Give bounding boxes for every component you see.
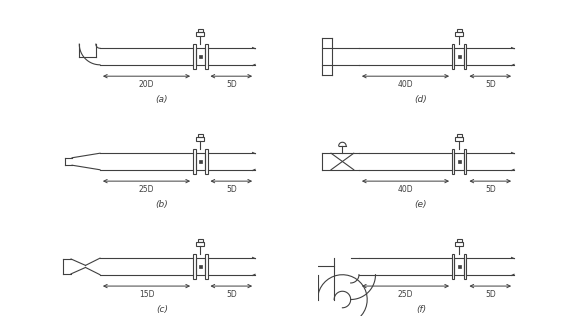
Text: 40D: 40D bbox=[398, 80, 413, 89]
Text: 5D: 5D bbox=[485, 185, 496, 194]
Bar bbox=[195, 153, 205, 170]
Bar bbox=[455, 153, 464, 170]
Text: 25D: 25D bbox=[139, 185, 154, 194]
Bar bbox=[195, 258, 205, 275]
Text: (a): (a) bbox=[156, 95, 168, 104]
Bar bbox=[199, 160, 202, 163]
Bar bbox=[198, 134, 202, 137]
Text: (b): (b) bbox=[156, 200, 168, 209]
Bar bbox=[457, 29, 462, 32]
Text: (d): (d) bbox=[415, 95, 427, 104]
Bar bbox=[457, 134, 462, 137]
Bar bbox=[195, 48, 205, 65]
Bar bbox=[458, 265, 461, 268]
Text: 20D: 20D bbox=[139, 80, 154, 89]
Text: (e): (e) bbox=[415, 200, 427, 209]
Text: 5D: 5D bbox=[485, 290, 496, 299]
Bar bbox=[458, 55, 461, 58]
Bar bbox=[196, 242, 204, 246]
Bar bbox=[199, 265, 202, 268]
Bar bbox=[455, 48, 464, 65]
Text: 5D: 5D bbox=[485, 80, 496, 89]
Bar bbox=[196, 32, 204, 36]
Text: (c): (c) bbox=[156, 305, 168, 314]
Text: 25D: 25D bbox=[398, 290, 413, 299]
Bar bbox=[198, 29, 202, 32]
Text: 5D: 5D bbox=[226, 290, 237, 299]
Bar bbox=[458, 160, 461, 163]
Text: (f): (f) bbox=[416, 305, 426, 314]
Bar bbox=[457, 239, 462, 242]
Bar bbox=[455, 258, 464, 275]
Text: 40D: 40D bbox=[398, 185, 413, 194]
Bar bbox=[455, 242, 463, 246]
Bar bbox=[196, 137, 204, 141]
Bar bbox=[455, 32, 463, 36]
Bar bbox=[198, 239, 202, 242]
Bar bbox=[455, 137, 463, 141]
Text: 5D: 5D bbox=[226, 80, 237, 89]
Text: 5D: 5D bbox=[226, 185, 237, 194]
Bar bbox=[199, 55, 202, 58]
Text: 15D: 15D bbox=[139, 290, 154, 299]
